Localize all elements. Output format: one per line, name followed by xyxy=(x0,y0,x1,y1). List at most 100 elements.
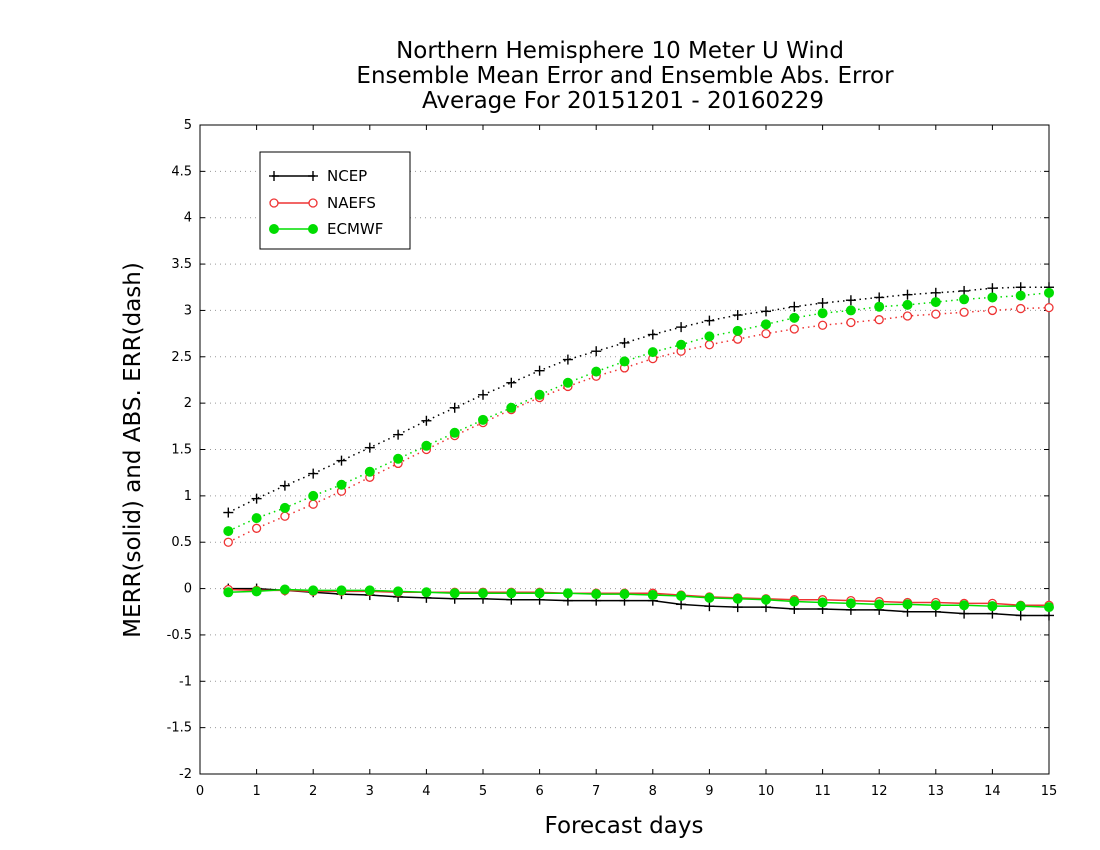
point-abs-naefs xyxy=(308,499,318,509)
x-tick-label: 14 xyxy=(984,784,1001,799)
title-line-3: Average For 20151201 - 20160229 xyxy=(422,88,824,114)
y-tick-label: 0.5 xyxy=(171,535,192,550)
point-mean-ecmwf xyxy=(987,601,998,612)
point-abs-ecmwf xyxy=(619,356,630,367)
y-axis: -2 -1.5 -1 -0.5 0 0.5 1 1.5 2 2.5 3 3.5 4 4.5 5 xyxy=(167,118,1049,782)
point-abs-ecmwf xyxy=(874,301,885,312)
title-line-1: Northern Hemisphere 10 Meter U Wind xyxy=(396,38,844,64)
y-tick-label: 4 xyxy=(184,211,192,226)
y-tick-label: -1 xyxy=(179,674,192,689)
y-tick-label: 1 xyxy=(184,489,192,504)
legend-marker-naefs xyxy=(269,198,279,208)
point-mean-ecmwf xyxy=(506,588,517,599)
x-tick-label: 4 xyxy=(422,784,430,799)
point-abs-ncep xyxy=(676,322,687,333)
series-line-abs-naefs xyxy=(227,306,1050,543)
title-line-2: Ensemble Mean Error and Ensemble Abs. Er… xyxy=(356,63,894,89)
point-abs-naefs xyxy=(987,305,998,316)
legend-label-ecmwf: ECMWF xyxy=(327,220,383,238)
point-abs-ncep xyxy=(223,507,234,518)
point-mean-ecmwf xyxy=(562,588,573,599)
point-abs-ecmwf xyxy=(478,414,488,425)
point-abs-naefs xyxy=(280,511,290,521)
series-naefs xyxy=(223,302,1054,610)
point-abs-ecmwf xyxy=(308,490,319,501)
x-axis-label: Forecast days xyxy=(545,813,704,839)
point-abs-ecmwf xyxy=(732,325,743,336)
point-abs-naefs xyxy=(733,334,743,344)
point-abs-ncep xyxy=(308,468,319,479)
series-line-abs-ecmwf xyxy=(227,292,1050,532)
point-abs-ecmwf xyxy=(789,312,800,323)
point-abs-ecmwf xyxy=(959,294,970,305)
y-tick-label: 2 xyxy=(184,396,192,411)
point-abs-ecmwf xyxy=(336,479,347,490)
y-tick-label: 3 xyxy=(184,303,192,318)
grid xyxy=(200,170,1049,729)
y-tick-label: -0.5 xyxy=(167,628,192,643)
y-tick-label: 1.5 xyxy=(171,443,192,458)
series-line-mean-ecmwf xyxy=(228,588,1050,608)
point-abs-ecmwf xyxy=(534,389,545,400)
x-tick-label: 5 xyxy=(479,784,487,799)
point-abs-ecmwf xyxy=(562,377,573,388)
point-mean-ecmwf xyxy=(591,589,602,600)
point-abs-ecmwf xyxy=(251,513,262,524)
point-mean-ncep xyxy=(1044,610,1054,621)
point-abs-naefs xyxy=(1016,303,1026,314)
x-tick-label: 11 xyxy=(814,784,831,799)
x-tick-label: 1 xyxy=(252,784,260,799)
y-tick-label: 5 xyxy=(184,118,192,133)
point-abs-ncep xyxy=(506,377,517,388)
y-tick-label: 2.5 xyxy=(171,350,192,365)
point-abs-ncep xyxy=(364,442,375,453)
point-abs-ecmwf xyxy=(817,308,828,319)
point-abs-naefs xyxy=(704,340,715,350)
y-tick-label: 0 xyxy=(184,582,192,597)
point-abs-naefs xyxy=(251,523,262,533)
point-mean-ecmwf xyxy=(761,594,771,605)
point-abs-naefs xyxy=(817,320,828,330)
x-tick-label: 3 xyxy=(366,784,374,799)
series-layer xyxy=(223,282,1054,621)
point-abs-ncep xyxy=(959,285,970,296)
point-abs-ncep xyxy=(874,292,885,303)
legend-box xyxy=(259,151,411,250)
point-abs-naefs xyxy=(223,537,233,547)
point-abs-ecmwf xyxy=(647,347,658,358)
series-line-abs-ncep xyxy=(227,286,1049,514)
point-abs-naefs xyxy=(846,317,856,328)
point-abs-ncep xyxy=(987,283,998,294)
point-mean-ecmwf xyxy=(364,585,375,596)
y-tick-label: 4.5 xyxy=(171,164,192,179)
series-line-mean-naefs xyxy=(228,588,1049,607)
point-mean-ecmwf xyxy=(845,598,856,609)
point-abs-ecmwf xyxy=(845,305,856,316)
legend-item-ecmwf: ECMWF xyxy=(269,220,383,238)
point-mean-ecmwf xyxy=(732,593,743,604)
point-abs-ncep xyxy=(478,389,488,400)
point-abs-ncep xyxy=(534,365,545,376)
legend-item-ncep: NCEP xyxy=(269,167,367,185)
point-abs-ncep xyxy=(279,480,290,491)
point-mean-ecmwf xyxy=(478,588,488,599)
point-mean-ecmwf xyxy=(336,585,347,596)
point-abs-naefs xyxy=(902,311,913,321)
point-mean-ecmwf xyxy=(704,592,715,603)
point-abs-ecmwf xyxy=(1015,290,1026,301)
point-abs-ecmwf xyxy=(704,331,715,342)
point-abs-ncep xyxy=(562,354,573,365)
x-tick-label: 9 xyxy=(705,784,713,799)
point-abs-ecmwf xyxy=(364,466,375,477)
point-abs-ncep xyxy=(251,493,262,504)
point-mean-ncep xyxy=(704,601,715,612)
point-abs-ncep xyxy=(732,310,743,321)
legend-label-ncep: NCEP xyxy=(327,167,367,185)
point-mean-ecmwf xyxy=(279,584,290,595)
point-abs-ncep xyxy=(449,402,460,413)
point-abs-ecmwf xyxy=(591,366,602,377)
y-axis-label: MERR(solid) and ABS. ERR(dash) xyxy=(120,262,146,638)
legend-marker-ncep xyxy=(269,171,279,181)
point-abs-ecmwf xyxy=(506,402,517,413)
point-mean-ecmwf xyxy=(308,585,319,596)
